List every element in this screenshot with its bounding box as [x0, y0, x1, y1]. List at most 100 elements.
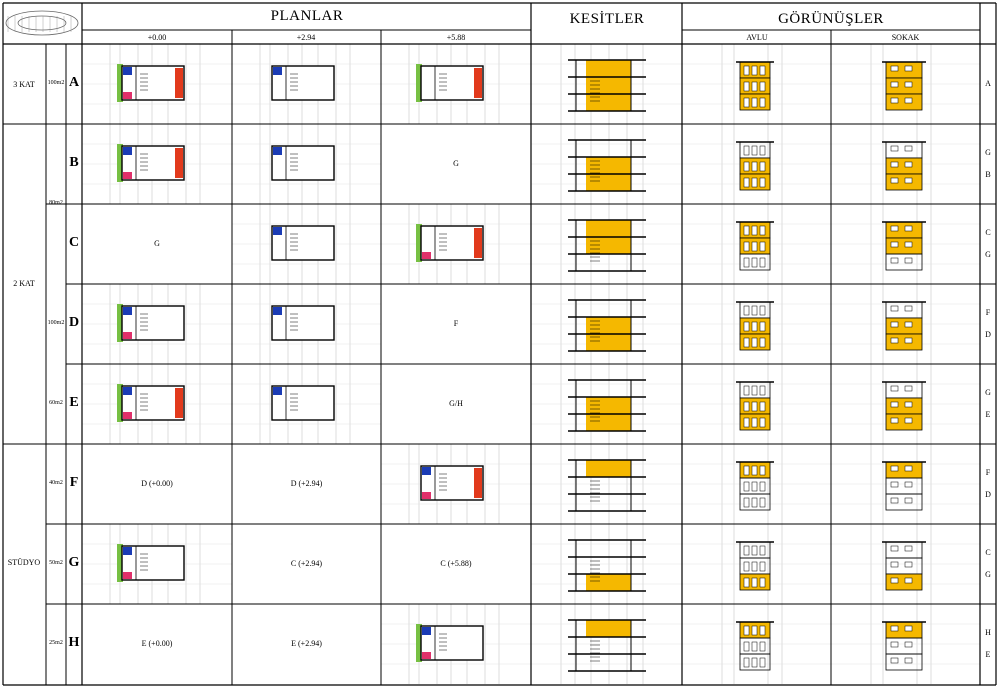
- side-unit-label: B: [985, 170, 991, 179]
- plan-reference-text: F: [453, 319, 459, 328]
- plan-outline: [121, 545, 185, 581]
- side-unit-label: F: [985, 468, 991, 477]
- plan-drawing: [232, 124, 381, 204]
- plan-outline: [271, 65, 335, 101]
- elevation-window: [743, 641, 750, 652]
- side-unit-label: G: [985, 250, 991, 259]
- plan-kitchen: [123, 92, 132, 99]
- plan-kitchen: [422, 652, 431, 659]
- elevation-window: [890, 641, 899, 648]
- elevation-window: [890, 161, 899, 168]
- elevation-window: [751, 241, 758, 252]
- group-label-2kat: 2 KAT: [13, 279, 35, 288]
- unit-letter: G: [68, 555, 80, 570]
- elevation-window: [751, 321, 758, 332]
- elevation-window: [751, 465, 758, 476]
- elevation-window: [904, 577, 913, 584]
- elevation-floor: [885, 573, 923, 591]
- elevation-window: [759, 81, 766, 92]
- elevation-window: [751, 177, 758, 188]
- elevation-window: [751, 481, 758, 492]
- plan-reference-text: G: [453, 159, 459, 168]
- elevation-window: [904, 625, 913, 632]
- elevation-window: [759, 177, 766, 188]
- plan-wc: [422, 627, 431, 635]
- plan-reference-text: E (+0.00): [141, 639, 173, 648]
- plan-outline: [420, 465, 484, 501]
- elevation-avlu-drawing: [682, 44, 831, 124]
- logo-ring: [5, 10, 79, 36]
- elevation-window: [743, 65, 750, 76]
- elevation-window: [743, 545, 750, 556]
- group-label-studyo: STÜDYO: [7, 558, 41, 567]
- elevation-sokak-drawing: [831, 444, 980, 524]
- elevation-window: [743, 81, 750, 92]
- elevation-window: [890, 545, 899, 552]
- section-drawing: [531, 364, 682, 444]
- elevation-window: [751, 305, 758, 316]
- elevation-window: [890, 177, 899, 184]
- section-drawing: [531, 124, 682, 204]
- plan-wc: [273, 227, 282, 235]
- elevation-window: [759, 481, 766, 492]
- level-label-2: +5.88: [446, 33, 466, 42]
- elevation-window: [743, 257, 750, 268]
- unit-letter: H: [68, 635, 80, 650]
- elevation-floor: [739, 653, 771, 671]
- elevation-label-avlu: AVLU: [746, 33, 768, 42]
- elevation-window: [759, 225, 766, 236]
- side-unit-label: A: [985, 79, 991, 88]
- plan-wc: [123, 547, 132, 555]
- plan-terrace: [474, 228, 482, 258]
- elevation-window: [759, 145, 766, 156]
- elevation-sokak-drawing: [831, 524, 980, 604]
- elevation-window: [890, 321, 899, 328]
- section-unit-fill: [586, 620, 631, 637]
- area-label-bc: 80m2: [49, 200, 63, 206]
- plan-reference-text: D (+0.00): [141, 479, 173, 488]
- elevation-window: [743, 177, 750, 188]
- elevation-window: [751, 81, 758, 92]
- elevation-window: [759, 657, 766, 668]
- plan-drawing: [232, 44, 381, 124]
- side-unit-label: G: [985, 388, 991, 397]
- plan-outline: [121, 65, 185, 101]
- elevation-window: [743, 561, 750, 572]
- elevation-window: [743, 465, 750, 476]
- plan-outline: [420, 225, 484, 261]
- plan-kitchen: [123, 572, 132, 579]
- plan-kitchen: [422, 252, 431, 259]
- section-unit-fill: [586, 174, 631, 191]
- plan-drawing: [82, 284, 232, 364]
- elevation-window: [743, 577, 750, 588]
- elevation-window: [759, 97, 766, 108]
- elevation-window: [759, 625, 766, 636]
- level-label-1: +2.94: [296, 33, 316, 42]
- plan-garden: [416, 624, 422, 662]
- site-plan-logo: [5, 10, 79, 36]
- elevation-window: [743, 337, 750, 348]
- elevation-avlu-drawing: [682, 124, 831, 204]
- section-unit-fill: [586, 574, 631, 591]
- elevation-window: [759, 321, 766, 332]
- group-label-3kat: 3 KAT: [13, 80, 35, 89]
- elevation-floor: [739, 173, 771, 191]
- elevation-window: [904, 481, 913, 488]
- elevation-window: [751, 385, 758, 396]
- elevation-window: [904, 337, 913, 344]
- elevation-window: [904, 225, 913, 232]
- elevation-window: [890, 465, 899, 472]
- elevation-window: [904, 401, 913, 408]
- header-gorunusler: GÖRÜNÜŞLER: [778, 11, 884, 27]
- section-unit-fill: [586, 220, 631, 237]
- elevation-window: [890, 65, 899, 72]
- elevation-window: [890, 305, 899, 312]
- elevation-avlu-drawing: [682, 524, 831, 604]
- elevation-floor: [739, 333, 771, 351]
- plan-outline: [121, 305, 185, 341]
- elevation-window: [890, 257, 899, 264]
- elevation-avlu-drawing: [682, 444, 831, 524]
- elevation-window: [743, 417, 750, 428]
- plan-reference-text: D (+2.94): [290, 479, 323, 488]
- plan-kitchen: [123, 332, 132, 339]
